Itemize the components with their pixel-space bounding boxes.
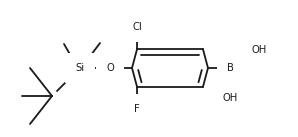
Text: F: F	[134, 104, 140, 114]
Text: B: B	[226, 63, 233, 73]
Text: OH: OH	[222, 93, 238, 103]
Text: Si: Si	[75, 63, 85, 73]
Text: O: O	[106, 63, 114, 73]
Text: OH: OH	[252, 45, 267, 55]
Text: Cl: Cl	[132, 22, 142, 32]
